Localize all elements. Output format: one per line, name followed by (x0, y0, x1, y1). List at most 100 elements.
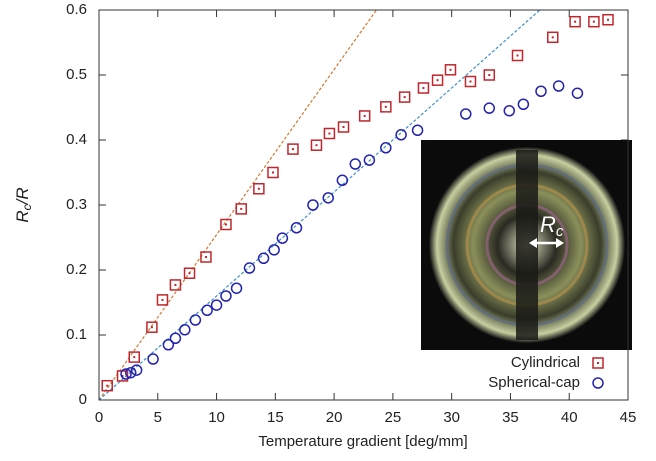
square-dot (271, 171, 274, 174)
marker-square (464, 75, 477, 88)
marker-circle (322, 192, 334, 204)
marker-square (547, 31, 559, 44)
marker-square (398, 91, 411, 103)
square-outline (128, 351, 141, 363)
marker-square (602, 14, 614, 26)
marker-circle (363, 154, 376, 166)
square-dot (422, 87, 425, 89)
marker-circle (189, 314, 202, 326)
legend-marker (592, 357, 604, 369)
marker-square (569, 15, 581, 28)
y-label-main: R (13, 210, 32, 222)
square-dot (592, 20, 595, 23)
marker-square (358, 110, 371, 122)
x-tick-label: 30 (443, 409, 460, 426)
marker-square (220, 218, 232, 231)
fit-line (99, 10, 377, 400)
square-dot (121, 374, 124, 377)
marker-square (267, 166, 279, 179)
square-dot (449, 68, 452, 71)
marker-circle (147, 353, 159, 365)
square-outline (101, 379, 113, 392)
square-dot (291, 148, 294, 151)
y-label-sub: c (20, 204, 34, 210)
fit-line (99, 10, 541, 400)
marker-circle (130, 364, 143, 376)
marker-square (253, 183, 265, 195)
x-axis-label: Temperature gradient [deg/mm] (258, 433, 467, 450)
inset-label-sub: c (556, 223, 564, 240)
square-dot (342, 126, 345, 128)
marker-circle (307, 199, 319, 211)
inset-label-main: R (540, 212, 556, 237)
legend-dot (597, 362, 599, 364)
marker-square (511, 49, 524, 62)
marker-circle (230, 282, 243, 294)
legend-circle (592, 377, 604, 389)
square-dot (488, 74, 491, 76)
marker-circle (571, 87, 584, 99)
x-tick-label: 15 (267, 409, 284, 426)
square-outline (431, 74, 444, 86)
marker-circle (243, 262, 256, 274)
plot-area (98, 9, 629, 401)
x-tick-label: 10 (208, 409, 225, 426)
marker-circle (220, 290, 232, 302)
square-dot (174, 283, 177, 286)
legend-label: Spherical-cap (488, 374, 580, 391)
marker-circle (290, 222, 303, 234)
square-dot (240, 207, 243, 210)
square-dot (516, 54, 519, 57)
square-outline (444, 64, 457, 76)
marker-square (287, 143, 299, 155)
square-outline (310, 139, 323, 151)
y-tick-label: 0 (79, 391, 87, 408)
inset-label: Rc (540, 212, 564, 240)
square-outline (569, 15, 581, 28)
square-outline (588, 15, 600, 28)
marker-square (310, 139, 323, 151)
square-dot (257, 187, 260, 190)
plot-frame (98, 9, 629, 401)
y-tick-label: 0.3 (66, 196, 87, 213)
square-outline (220, 218, 232, 231)
square-dot (363, 114, 366, 117)
marker-circle (552, 80, 565, 92)
square-dot (328, 132, 331, 135)
marker-circle (535, 85, 547, 97)
marker-circle (503, 105, 516, 117)
square-outline (183, 267, 196, 279)
square-outline (547, 31, 559, 44)
square-outline (156, 294, 169, 306)
marker-square (444, 64, 457, 76)
square-dot (551, 36, 554, 39)
marker-square (380, 101, 392, 113)
marker-circle (162, 339, 175, 351)
square-dot (384, 105, 387, 108)
square-outline (200, 251, 212, 263)
square-outline (146, 321, 158, 333)
x-tick-label: 20 (326, 409, 343, 426)
y-tick-label: 0.1 (66, 326, 87, 343)
marker-circle (336, 174, 349, 187)
y-tick-label: 0.6 (66, 1, 87, 18)
marker-circle (268, 244, 280, 256)
marker-square (200, 251, 212, 263)
square-dot (469, 80, 472, 83)
marker-circle (124, 366, 137, 379)
legend-marker (592, 377, 604, 389)
marker-square (235, 203, 247, 215)
square-outline (267, 166, 279, 179)
marker-circle (276, 232, 289, 244)
square-dot (574, 20, 577, 23)
square-dot (150, 326, 153, 329)
marker-circle (210, 299, 223, 311)
y-label-rest: /R (13, 187, 32, 205)
marker-square (101, 379, 113, 392)
square-dot (607, 18, 610, 21)
marker-circle (411, 124, 424, 136)
x-tick-label: 5 (154, 409, 162, 426)
marker-circle (460, 108, 472, 120)
marker-circle (349, 158, 362, 170)
